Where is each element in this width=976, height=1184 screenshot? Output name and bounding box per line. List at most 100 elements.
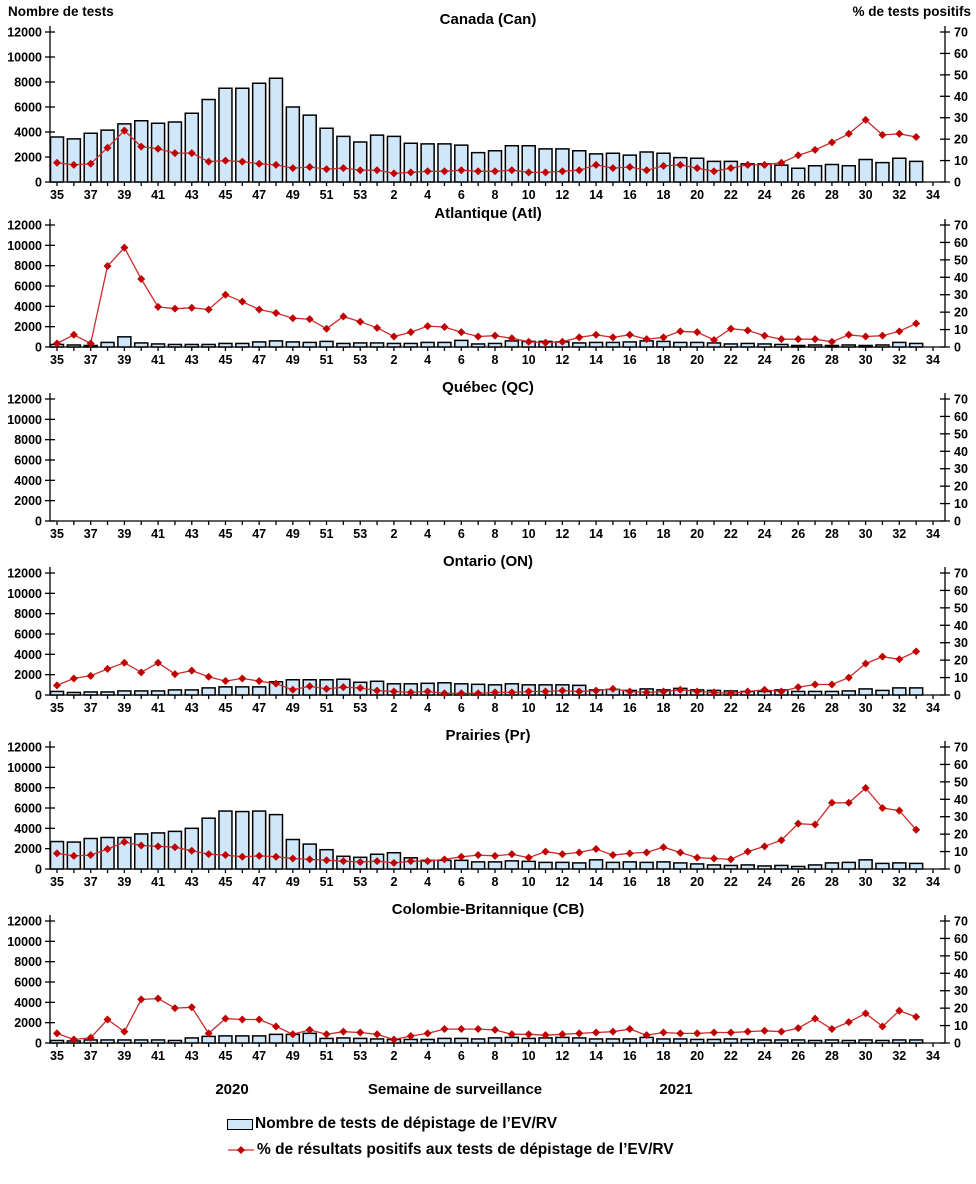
svg-text:6000: 6000: [14, 802, 42, 816]
svg-text:22: 22: [724, 701, 738, 715]
svg-text:70: 70: [954, 26, 968, 40]
svg-text:8000: 8000: [14, 259, 42, 273]
svg-text:10000: 10000: [7, 413, 42, 427]
svg-text:10000: 10000: [7, 935, 42, 949]
svg-text:49: 49: [286, 701, 300, 715]
svg-text:2: 2: [390, 527, 397, 541]
svg-text:8: 8: [492, 701, 499, 715]
svg-text:10000: 10000: [7, 587, 42, 601]
svg-text:40: 40: [954, 793, 968, 807]
svg-text:12000: 12000: [7, 26, 42, 40]
pct-line: [53, 647, 921, 698]
svg-text:43: 43: [185, 527, 199, 541]
svg-text:2: 2: [390, 1049, 397, 1063]
svg-text:18: 18: [657, 875, 671, 889]
svg-text:2000: 2000: [14, 151, 42, 165]
svg-text:32: 32: [892, 188, 906, 202]
svg-text:30: 30: [954, 462, 968, 476]
svg-text:51: 51: [320, 527, 334, 541]
svg-text:70: 70: [954, 393, 968, 407]
svg-text:10: 10: [522, 188, 536, 202]
svg-text:37: 37: [84, 701, 98, 715]
svg-text:41: 41: [151, 353, 165, 367]
svg-text:14: 14: [589, 527, 603, 541]
svg-text:70: 70: [954, 219, 968, 233]
svg-text:43: 43: [185, 875, 199, 889]
svg-text:49: 49: [286, 875, 300, 889]
svg-text:30: 30: [859, 875, 873, 889]
svg-text:12000: 12000: [7, 219, 42, 233]
svg-text:28: 28: [825, 188, 839, 202]
svg-text:16: 16: [623, 701, 637, 715]
svg-text:30: 30: [954, 288, 968, 302]
pct-line: [53, 994, 921, 1044]
svg-text:20: 20: [690, 353, 704, 367]
svg-text:4: 4: [424, 353, 431, 367]
svg-text:20: 20: [690, 1049, 704, 1063]
svg-text:34: 34: [926, 353, 940, 367]
chart-canada: Canada (Can) 0 2000 4000 6000 8000 10000 12000 0…: [7, 11, 968, 202]
svg-text:4: 4: [424, 1049, 431, 1063]
svg-text:4000: 4000: [14, 300, 42, 314]
svg-text:60: 60: [954, 47, 968, 61]
svg-text:12: 12: [555, 1049, 569, 1063]
chart-colombie-britannique: Colombie-Britannique (CB)020004000600080…: [7, 901, 968, 1063]
legend-pct-row: % de résultats positifs aux tests de dép…: [227, 1137, 976, 1163]
svg-text:30: 30: [954, 636, 968, 650]
svg-text:6000: 6000: [14, 280, 42, 294]
svg-text:51: 51: [320, 1049, 334, 1063]
legend: Nombre de tests de dépistage de l’EV/RV …: [227, 1111, 976, 1163]
svg-text:35: 35: [50, 701, 64, 715]
svg-text:47: 47: [252, 875, 266, 889]
svg-text:30: 30: [859, 1049, 873, 1063]
svg-text:30: 30: [954, 810, 968, 824]
svg-text:0: 0: [954, 863, 961, 877]
svg-text:51: 51: [320, 701, 334, 715]
svg-text:12000: 12000: [7, 741, 42, 755]
svg-text:10: 10: [954, 845, 968, 859]
svg-text:8: 8: [492, 875, 499, 889]
svg-text:50: 50: [954, 253, 968, 267]
svg-text:39: 39: [117, 1049, 131, 1063]
legend-tests-row: Nombre de tests de dépistage de l’EV/RV: [227, 1111, 976, 1137]
svg-text:26: 26: [791, 1049, 805, 1063]
svg-text:24: 24: [758, 701, 772, 715]
svg-text:6: 6: [458, 1049, 465, 1063]
svg-text:26: 26: [791, 188, 805, 202]
svg-text:10: 10: [954, 1019, 968, 1033]
svg-text:0: 0: [35, 515, 42, 529]
svg-text:45: 45: [219, 353, 233, 367]
svg-text:49: 49: [286, 527, 300, 541]
svg-text:12000: 12000: [7, 393, 42, 407]
svg-text:20: 20: [954, 480, 968, 494]
svg-text:26: 26: [791, 527, 805, 541]
svg-text:47: 47: [252, 1049, 266, 1063]
year-2021-label: 2021: [659, 1081, 693, 1098]
svg-text:8000: 8000: [14, 781, 42, 795]
svg-text:40: 40: [954, 619, 968, 633]
svg-text:40: 40: [954, 445, 968, 459]
svg-text:24: 24: [758, 875, 772, 889]
svg-text:28: 28: [825, 353, 839, 367]
svg-text:50: 50: [954, 949, 968, 963]
chart-atlantique: Atlantique (Atl) 0 2000 4000 6000 8000 10000 12…: [7, 205, 968, 367]
svg-text:53: 53: [353, 1049, 367, 1063]
svg-text:2: 2: [390, 353, 397, 367]
svg-text:30: 30: [859, 527, 873, 541]
panel-title: Colombie-Britannique (CB): [392, 901, 585, 918]
svg-text:8000: 8000: [14, 433, 42, 447]
svg-text:20: 20: [690, 701, 704, 715]
svg-text:18: 18: [657, 527, 671, 541]
svg-text:2000: 2000: [14, 494, 42, 508]
svg-text:8: 8: [492, 353, 499, 367]
svg-text:34: 34: [926, 1049, 940, 1063]
svg-text:40: 40: [954, 967, 968, 981]
svg-text:51: 51: [320, 353, 334, 367]
svg-text:51: 51: [320, 875, 334, 889]
svg-text:39: 39: [117, 875, 131, 889]
svg-text:39: 39: [117, 353, 131, 367]
svg-text:6: 6: [458, 875, 465, 889]
year-2020-label: 2020: [215, 1081, 249, 1098]
svg-text:2: 2: [390, 701, 397, 715]
svg-text:6000: 6000: [14, 454, 42, 468]
